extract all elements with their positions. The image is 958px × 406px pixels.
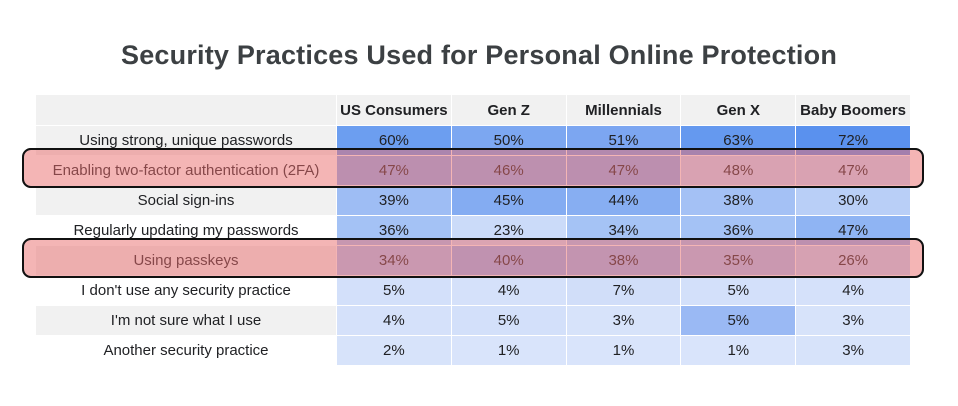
value-cell-millennials: 1% bbox=[565, 335, 681, 365]
table-row: Regularly updating my passwords 36% 23% 34%… bbox=[36, 215, 910, 245]
security-practices-table: US Consumers Gen Z Millennials Gen X Bab… bbox=[22, 95, 924, 365]
value-cell-baby-boomers: 30% bbox=[795, 185, 910, 215]
value-cell-gen-z: 4% bbox=[450, 275, 566, 305]
table-row: Using strong, unique passwords 60% 50% 51% 6… bbox=[36, 125, 910, 155]
column-header-us-consumers: US Consumers bbox=[336, 95, 451, 125]
header-row: US Consumers Gen Z Millennials Gen X Bab… bbox=[36, 95, 910, 125]
value-cell-gen-x: 63% bbox=[680, 125, 796, 155]
table-row: I don't use any security practice 5% 4% 7% 5… bbox=[36, 275, 910, 305]
row-label: Regularly updating my passwords bbox=[36, 215, 336, 245]
value-cell-baby-boomers: 72% bbox=[795, 125, 910, 155]
value-cell-baby-boomers: 47% bbox=[795, 215, 910, 245]
value-cell-gen-z: 40% bbox=[450, 245, 566, 275]
value-cell-gen-x: 38% bbox=[680, 185, 796, 215]
value-cell-us-consumers: 34% bbox=[336, 245, 451, 275]
value-cell-millennials: 34% bbox=[565, 215, 681, 245]
value-cell-millennials: 51% bbox=[565, 125, 681, 155]
value-cell-baby-boomers: 3% bbox=[795, 305, 910, 335]
column-header-gen-z: Gen Z bbox=[450, 95, 566, 125]
value-cell-millennials: 44% bbox=[565, 185, 681, 215]
value-cell-gen-z: 5% bbox=[450, 305, 566, 335]
value-cell-millennials: 38% bbox=[565, 245, 681, 275]
value-cell-baby-boomers: 3% bbox=[795, 335, 910, 365]
value-cell-millennials: 47% bbox=[565, 155, 681, 185]
value-cell-us-consumers: 60% bbox=[336, 125, 451, 155]
value-cell-gen-z: 50% bbox=[450, 125, 566, 155]
value-cell-millennials: 7% bbox=[565, 275, 681, 305]
row-label: Social sign-ins bbox=[36, 185, 336, 215]
table-row: Social sign-ins 39% 45% 44% 38% 30% bbox=[36, 185, 910, 215]
value-cell-us-consumers: 36% bbox=[336, 215, 451, 245]
table-row: I'm not sure what I use 4% 5% 3% 5% 3% bbox=[36, 305, 910, 335]
row-label: I'm not sure what I use bbox=[36, 305, 336, 335]
row-label: Using passkeys bbox=[36, 245, 336, 275]
value-cell-gen-z: 1% bbox=[450, 335, 566, 365]
table-row: Using passkeys 34% 40% 38% 35% 26% bbox=[22, 238, 924, 278]
table-row: Enabling two-factor authentication (2FA)… bbox=[22, 148, 924, 188]
row-label: I don't use any security practice bbox=[36, 275, 336, 305]
value-cell-gen-z: 23% bbox=[450, 215, 566, 245]
column-header-millennials: Millennials bbox=[565, 95, 681, 125]
table-row: Another security practice 2% 1% 1% 1% 3% bbox=[36, 335, 910, 365]
value-cell-gen-x: 5% bbox=[680, 275, 796, 305]
row-label: Enabling two-factor authentication (2FA) bbox=[36, 155, 336, 185]
value-cell-gen-x: 48% bbox=[680, 155, 796, 185]
value-cell-us-consumers: 5% bbox=[336, 275, 451, 305]
column-header-baby-boomers: Baby Boomers bbox=[795, 95, 910, 125]
value-cell-baby-boomers: 4% bbox=[795, 275, 910, 305]
value-cell-gen-x: 35% bbox=[680, 245, 796, 275]
value-cell-gen-z: 46% bbox=[450, 155, 566, 185]
row-label: Using strong, unique passwords bbox=[36, 125, 336, 155]
chart-title: Security Practices Used for Personal Onl… bbox=[120, 40, 838, 70]
value-cell-gen-x: 1% bbox=[680, 335, 796, 365]
value-cell-us-consumers: 2% bbox=[336, 335, 451, 365]
value-cell-gen-z: 45% bbox=[450, 185, 566, 215]
value-cell-gen-x: 5% bbox=[680, 305, 796, 335]
value-cell-baby-boomers: 47% bbox=[795, 155, 910, 185]
column-header-gen-x: Gen X bbox=[680, 95, 796, 125]
value-cell-millennials: 3% bbox=[565, 305, 681, 335]
value-cell-us-consumers: 4% bbox=[336, 305, 451, 335]
header-corner bbox=[36, 95, 336, 125]
row-label: Another security practice bbox=[36, 335, 336, 365]
value-cell-us-consumers: 39% bbox=[336, 185, 451, 215]
value-cell-baby-boomers: 26% bbox=[795, 245, 910, 275]
value-cell-us-consumers: 47% bbox=[336, 155, 451, 185]
value-cell-gen-x: 36% bbox=[680, 215, 796, 245]
